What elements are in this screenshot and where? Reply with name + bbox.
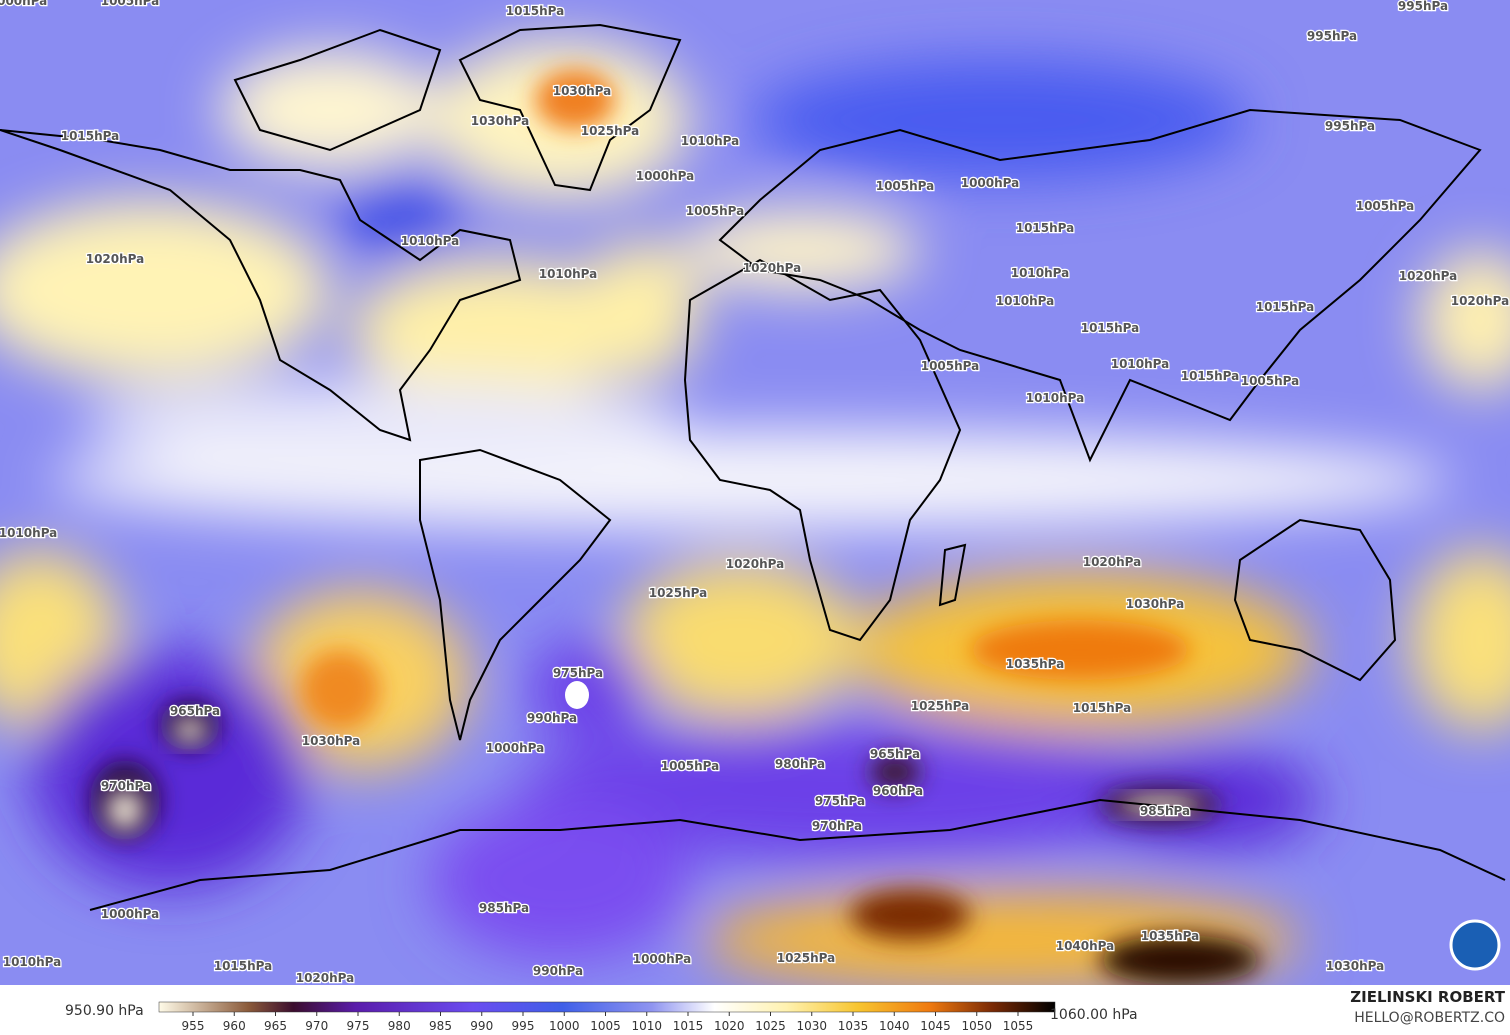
- isobar-label: 1010hPa: [1111, 357, 1170, 371]
- isobar-label: 1030hPa: [1326, 959, 1385, 973]
- colorbar-tick-label: 1050: [961, 1019, 992, 1033]
- isobar-label: 1030hPa: [302, 734, 361, 748]
- isobar-label: 1020hPa: [726, 557, 785, 571]
- isobar-label: 985hPa: [1140, 804, 1190, 818]
- isobar-label: 975hPa: [553, 666, 603, 680]
- colorbar-tick-label: 980: [388, 1019, 411, 1033]
- isobar-label: 1010hPa: [681, 134, 740, 148]
- isobar-label: 1005hPa: [921, 359, 980, 373]
- isobar-label: 1015hPa: [1181, 369, 1240, 383]
- pressure-field: [0, 0, 1510, 990]
- isobar-label: 1040hPa: [1056, 939, 1115, 953]
- isobar-label: 1005hPa: [661, 759, 720, 773]
- colorbar-tick-label: 1015: [673, 1019, 704, 1033]
- isobar-label: 995hPa: [1398, 0, 1448, 13]
- isobar-label: 1020hPa: [296, 971, 355, 985]
- colorbar-tick-label: 1025: [755, 1019, 786, 1033]
- colorbar-min: 950.90 hPa: [65, 1003, 144, 1019]
- colorbar: [158, 1001, 1056, 1013]
- noaa-logo: [1449, 919, 1501, 971]
- isobar-label: 1010hPa: [1026, 391, 1085, 405]
- isobar-label: 975hPa: [815, 794, 865, 808]
- isobar-label: 995hPa: [1325, 119, 1375, 133]
- isobar-label: 1005hPa: [876, 179, 935, 193]
- colorbar-ticks: 955 960 965 970 975 980 985 990 995 1000 1005 1010 1…: [182, 1012, 1034, 1033]
- isobar-label: 1000hPa: [636, 169, 695, 183]
- colorbar-tick-label: 985: [429, 1019, 452, 1033]
- isobar-label: 995hPa: [1307, 29, 1357, 43]
- isobar-label: 1005hPa: [1241, 374, 1300, 388]
- colorbar-tick-label: 1045: [920, 1019, 951, 1033]
- isobar-label: 1025hPa: [649, 586, 708, 600]
- colorbar-tick-label: 970: [305, 1019, 328, 1033]
- isobar-label: 1000hPa: [0, 0, 47, 8]
- colorbar-tick-label: 1005: [590, 1019, 621, 1033]
- colorbar-tick-label: 1020: [714, 1019, 745, 1033]
- isobar-label: 1015hPa: [1016, 221, 1075, 235]
- isobar-label: 1010hPa: [1011, 266, 1070, 280]
- isobar-label: 1020hPa: [1399, 269, 1458, 283]
- colorbar-tick-label: 1055: [1003, 1019, 1034, 1033]
- colorbar-tick-label: 995: [512, 1019, 535, 1033]
- isobar-label: 1000hPa: [101, 907, 160, 921]
- isobar-label: 1025hPa: [581, 124, 640, 138]
- isobar-label: 1015hPa: [214, 959, 273, 973]
- isobar-label: 1035hPa: [1006, 657, 1065, 671]
- isobar-label: 1025hPa: [911, 699, 970, 713]
- colorbar-tick-label: 1000: [549, 1019, 580, 1033]
- isobar-label: 980hPa: [775, 757, 825, 771]
- isobar-label: 1015hPa: [61, 129, 120, 143]
- isobar-label: 1035hPa: [1141, 929, 1200, 943]
- colorbar-tick-label: 990: [470, 1019, 493, 1033]
- isobar-label: 1010hPa: [3, 955, 62, 969]
- colorbar-tick-label: 975: [347, 1019, 370, 1033]
- isobar-label: 970hPa: [101, 779, 151, 793]
- isobar-label: 1005hPa: [101, 0, 160, 8]
- isobar-label: 1005hPa: [686, 204, 745, 218]
- colorbar-tick-label: 965: [264, 1019, 287, 1033]
- isobar-label: 1025hPa: [777, 951, 836, 965]
- isobar-label: 1020hPa: [1083, 555, 1142, 569]
- isobar-label: 1015hPa: [1256, 300, 1315, 314]
- isobar-label: 1005hPa: [1356, 199, 1415, 213]
- isobar-label: 1010hPa: [539, 267, 598, 281]
- isobar-label: 1015hPa: [506, 4, 565, 18]
- colorbar-max: 1060.00 hPa: [1050, 1007, 1138, 1023]
- isobar-label: 1000hPa: [486, 741, 545, 755]
- colorbar-tick-label: 955: [182, 1019, 205, 1033]
- isobar-label: 985hPa: [479, 901, 529, 915]
- isobar-label: 1000hPa: [633, 952, 692, 966]
- credit-name: ZIELINSKI ROBERT: [1350, 988, 1505, 1006]
- isobar-label: 1015hPa: [1073, 701, 1132, 715]
- isobar-label: 970hPa: [812, 819, 862, 833]
- isobar-label: 960hPa: [873, 784, 923, 798]
- isobar-label: 1020hPa: [1451, 294, 1510, 308]
- isobar-label: 1010hPa: [996, 294, 1055, 308]
- isobar-label: 1010hPa: [0, 526, 57, 540]
- isobar-labels: 1000hPa1005hPa1015hPa995hPa995hPa995hPa1…: [0, 0, 1510, 986]
- isobar-label: 990hPa: [533, 964, 583, 978]
- isobar-label: 1030hPa: [471, 114, 530, 128]
- isobar-label: 1020hPa: [743, 261, 802, 275]
- colorbar-tick-label: 1035: [838, 1019, 869, 1033]
- colorbar-tick-label: 1040: [879, 1019, 910, 1033]
- colorbar-tick-label: 1010: [631, 1019, 662, 1033]
- colorbar-tick-label: 960: [223, 1019, 246, 1033]
- isobar-label: 1015hPa: [1081, 321, 1140, 335]
- isobar-label: 990hPa: [527, 711, 577, 725]
- isobar-label: 1030hPa: [1126, 597, 1185, 611]
- isobar-label: 1000hPa: [961, 176, 1020, 190]
- coastlines: [0, 23, 1506, 911]
- isobar-label: 1030hPa: [553, 84, 612, 98]
- isobar-label: 965hPa: [170, 704, 220, 718]
- colorbar-tick-label: 1030: [796, 1019, 827, 1033]
- isobar-label: 1020hPa: [86, 252, 145, 266]
- isobar-label: 1010hPa: [401, 234, 460, 248]
- isobar-label: 965hPa: [870, 747, 920, 761]
- credit-contact: HELLO@ROBERTZ.CO: [1354, 1010, 1505, 1026]
